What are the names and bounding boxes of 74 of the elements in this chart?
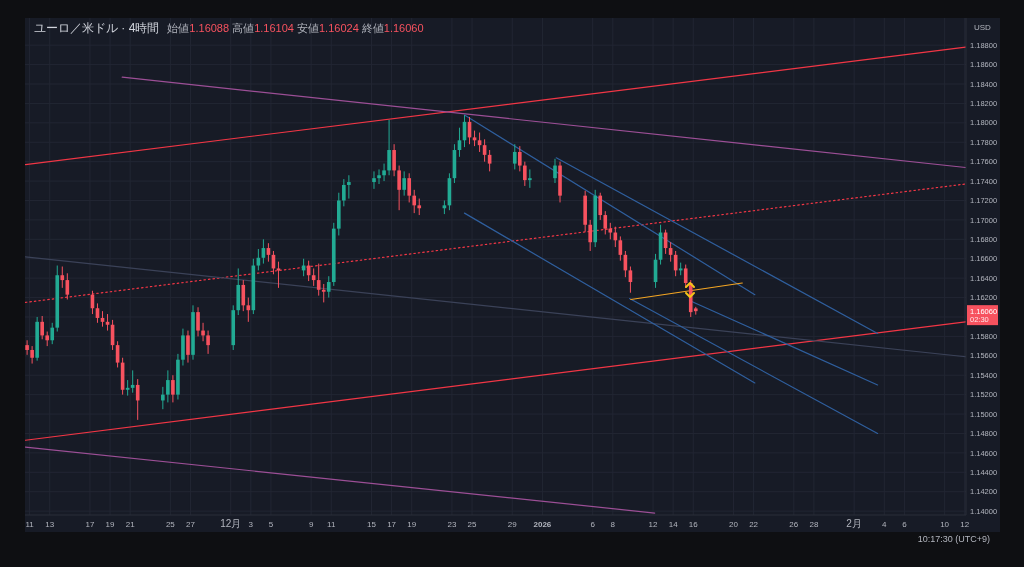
x-tick-label: 11 — [25, 520, 35, 529]
x-tick-label: 9 — [308, 520, 314, 529]
x-tick-label: 12月 — [220, 518, 242, 529]
candlestick — [402, 170, 406, 197]
candlestick — [171, 374, 175, 403]
candlestick — [25, 339, 29, 356]
x-tick-label: 27 — [186, 520, 196, 529]
x-tick-label: 2月 — [846, 518, 862, 529]
x-tick-label: 16 — [688, 520, 699, 529]
candlestick — [30, 345, 34, 365]
candlestick — [603, 210, 608, 235]
x-tick-label: 19 — [407, 520, 417, 529]
x-tick-label: 12 — [960, 520, 970, 529]
candlestick — [512, 143, 517, 170]
candlestick — [196, 306, 200, 337]
y-axis-title: USD — [974, 23, 992, 32]
candlestick — [347, 174, 351, 200]
x-tick-label: 23 — [447, 520, 457, 529]
candlestick — [50, 322, 55, 345]
candlestick — [60, 266, 65, 289]
candlestick — [397, 165, 401, 211]
x-tick-label: 6 — [902, 520, 908, 529]
x-tick-label: 13 — [45, 520, 55, 529]
x-tick-label: 19 — [105, 520, 116, 529]
x-tick-label: 5 — [268, 520, 274, 529]
candlestick — [553, 158, 557, 184]
x-tick-label: 17 — [85, 520, 95, 529]
x-tick-label: 20 — [729, 520, 739, 529]
candlestick — [316, 263, 321, 297]
candlestick — [598, 192, 603, 221]
text: 10:17:30 (UTC+9) — [917, 534, 990, 544]
candlestick — [186, 330, 190, 364]
x-tick-label: 4 — [882, 520, 888, 529]
candlestick — [161, 386, 165, 410]
candlestick — [387, 119, 391, 176]
candlestick — [377, 168, 381, 185]
x-tick-label: 26 — [789, 520, 799, 529]
x-tick-label: 8 — [610, 520, 616, 529]
x-tick-label: 15 — [367, 520, 377, 529]
candlestick — [372, 170, 376, 190]
x-tick-label: 3 — [248, 520, 254, 529]
candlestick — [517, 145, 522, 172]
candlestick — [523, 161, 527, 187]
x-tick-label: 2026 — [533, 520, 552, 529]
x-tick-label: 17 — [387, 520, 397, 529]
candlestick — [342, 178, 346, 207]
candlestick — [166, 369, 170, 403]
x-tick-label: 12 — [648, 520, 659, 529]
x-tick-label: 21 — [125, 520, 136, 529]
candlestick — [407, 172, 411, 203]
x-tick-label: 25 — [467, 520, 478, 529]
x-tick-label: 22 — [749, 520, 759, 529]
candlestick — [326, 275, 331, 299]
x-tick-label: 10 — [940, 520, 950, 529]
x-tick-label: 29 — [507, 520, 518, 529]
candlestick — [135, 378, 140, 421]
x-tick-label: 25 — [165, 520, 176, 529]
candlestick — [321, 283, 326, 303]
candlestick — [241, 279, 246, 312]
x-tick-label: 14 — [668, 520, 679, 529]
candlestick — [528, 168, 532, 189]
candlestick — [392, 143, 396, 177]
candlestick — [206, 330, 210, 355]
x-tick-label: 28 — [809, 520, 819, 529]
x-tick-label: 6 — [590, 520, 596, 529]
candlestick — [588, 219, 592, 252]
candlestick — [412, 189, 417, 214]
chart-title: ユーロ／米ドル · 4時間 — [34, 21, 160, 35]
chart-subtitle: 始値1.16088 高値1.16104 安値1.16024 終値1.16060 — [167, 22, 424, 34]
candlestick — [246, 297, 251, 323]
candlestick — [382, 163, 386, 182]
candlestick — [40, 315, 44, 340]
candlestick — [683, 264, 688, 289]
x-tick-label: 11 — [327, 520, 336, 529]
